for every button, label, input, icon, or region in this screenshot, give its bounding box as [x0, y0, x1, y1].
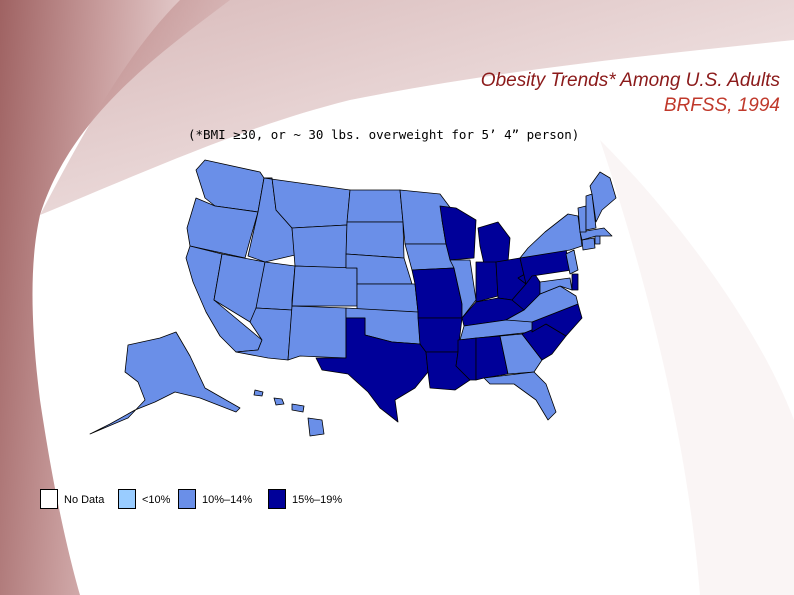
map-title-line2: BRFSS, 1994 — [663, 95, 780, 116]
state-north-dakota — [346, 189, 404, 223]
state-delaware — [571, 273, 579, 291]
state-new-mexico — [287, 305, 347, 361]
background-band-right — [600, 140, 794, 595]
legend-swatch — [268, 489, 286, 509]
state-georgia — [499, 333, 543, 375]
state-maine — [589, 171, 617, 223]
state-wisconsin — [439, 205, 477, 261]
state-new-hampshire — [585, 193, 597, 231]
legend-label: No Data — [64, 494, 105, 506]
state-alabama — [475, 335, 509, 381]
legend-label: 10%–14% — [202, 494, 253, 506]
state-south-dakota — [345, 221, 405, 259]
state-arkansas — [417, 317, 463, 353]
legend-swatch — [178, 489, 196, 509]
state-maryland — [539, 277, 573, 295]
state-vermont — [577, 205, 587, 233]
background-band-left — [0, 0, 230, 595]
state-florida — [483, 371, 557, 421]
legend-label: 15%–19% — [292, 494, 343, 506]
state-kansas — [356, 283, 419, 313]
state-michigan — [477, 221, 511, 265]
state-wyoming — [291, 224, 348, 269]
state-alaska — [89, 331, 241, 435]
state-oregon — [186, 197, 259, 259]
state-texas — [315, 317, 429, 423]
state-missouri — [411, 267, 463, 319]
map-title-line1: Obesity Trends* Among U.S. Adults — [480, 70, 780, 91]
state-new-jersey — [565, 249, 579, 275]
state-indiana — [475, 261, 499, 303]
legend-swatch — [40, 489, 58, 509]
state-hawaii — [253, 389, 325, 437]
state-colorado — [291, 265, 358, 307]
state-massachusetts — [579, 227, 613, 241]
legend-swatch — [118, 489, 136, 509]
map-subtitle: (*BMI ≥30, or ~ 30 lbs. overweight for 5… — [188, 127, 580, 142]
background-band-top — [40, 0, 794, 215]
state-rhode-island — [594, 235, 601, 245]
state-connecticut — [581, 237, 596, 251]
legend-label: <10% — [142, 494, 171, 506]
